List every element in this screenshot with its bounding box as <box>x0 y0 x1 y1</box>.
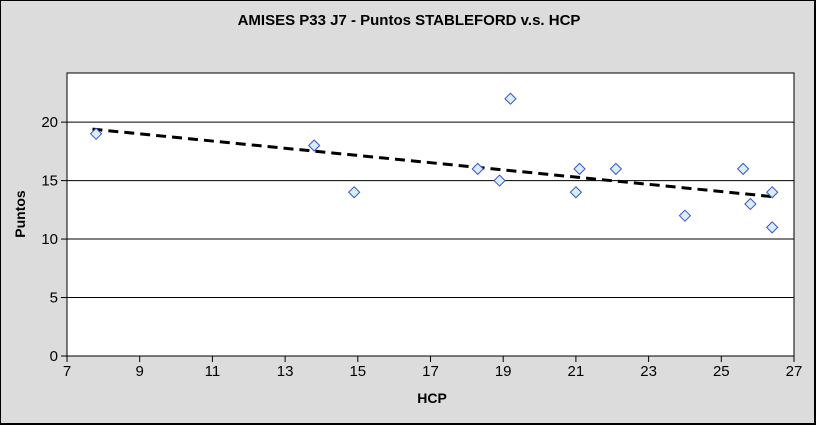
x-tick-label: 11 <box>205 363 221 380</box>
x-axis-label: HCP <box>417 390 447 406</box>
y-axis-tick-labels: 0 5 10 15 20 <box>41 114 58 365</box>
gridlines <box>67 121 794 357</box>
x-tick-label: 25 <box>713 363 730 380</box>
plot-area <box>66 72 795 357</box>
x-tick-label: 17 <box>422 363 439 380</box>
x-tick-label: 19 <box>495 363 512 380</box>
data-point-marker <box>744 197 757 211</box>
y-tick-label: 0 <box>50 348 58 365</box>
data-point-marker <box>347 186 361 199</box>
axis-tick-marks <box>61 121 795 362</box>
x-tick-label: 7 <box>63 363 71 380</box>
data-points <box>89 92 779 234</box>
data-point-marker <box>765 221 779 234</box>
y-axis-label: Puntos <box>12 190 28 238</box>
chart-title: AMISES P33 J7 - Puntos STABLEFORD v.s. H… <box>238 12 581 29</box>
data-point-marker <box>765 186 779 199</box>
x-tick-label: 27 <box>786 363 803 380</box>
data-point-marker <box>736 162 750 176</box>
data-point-marker <box>89 127 103 141</box>
trendline <box>92 127 776 199</box>
x-tick-label: 23 <box>640 363 657 380</box>
x-tick-label: 15 <box>349 363 366 380</box>
data-point-marker <box>609 162 623 176</box>
data-point-marker <box>493 174 506 187</box>
x-tick-label: 13 <box>277 363 294 380</box>
data-point-marker <box>573 162 586 176</box>
y-tick-label: 10 <box>41 231 58 248</box>
x-tick-label: 9 <box>136 363 144 380</box>
data-point-marker <box>678 209 692 222</box>
y-tick-label: 5 <box>50 290 58 307</box>
data-point-marker <box>307 139 321 152</box>
y-tick-label: 15 <box>41 173 58 190</box>
x-axis-tick-labels: 7 9 11 13 15 17 19 21 23 25 27 <box>63 363 803 380</box>
y-tick-label: 20 <box>41 114 58 131</box>
data-point-marker <box>504 92 517 105</box>
data-point-marker <box>569 186 583 199</box>
data-point-marker <box>471 162 484 176</box>
x-tick-label: 21 <box>568 363 585 380</box>
